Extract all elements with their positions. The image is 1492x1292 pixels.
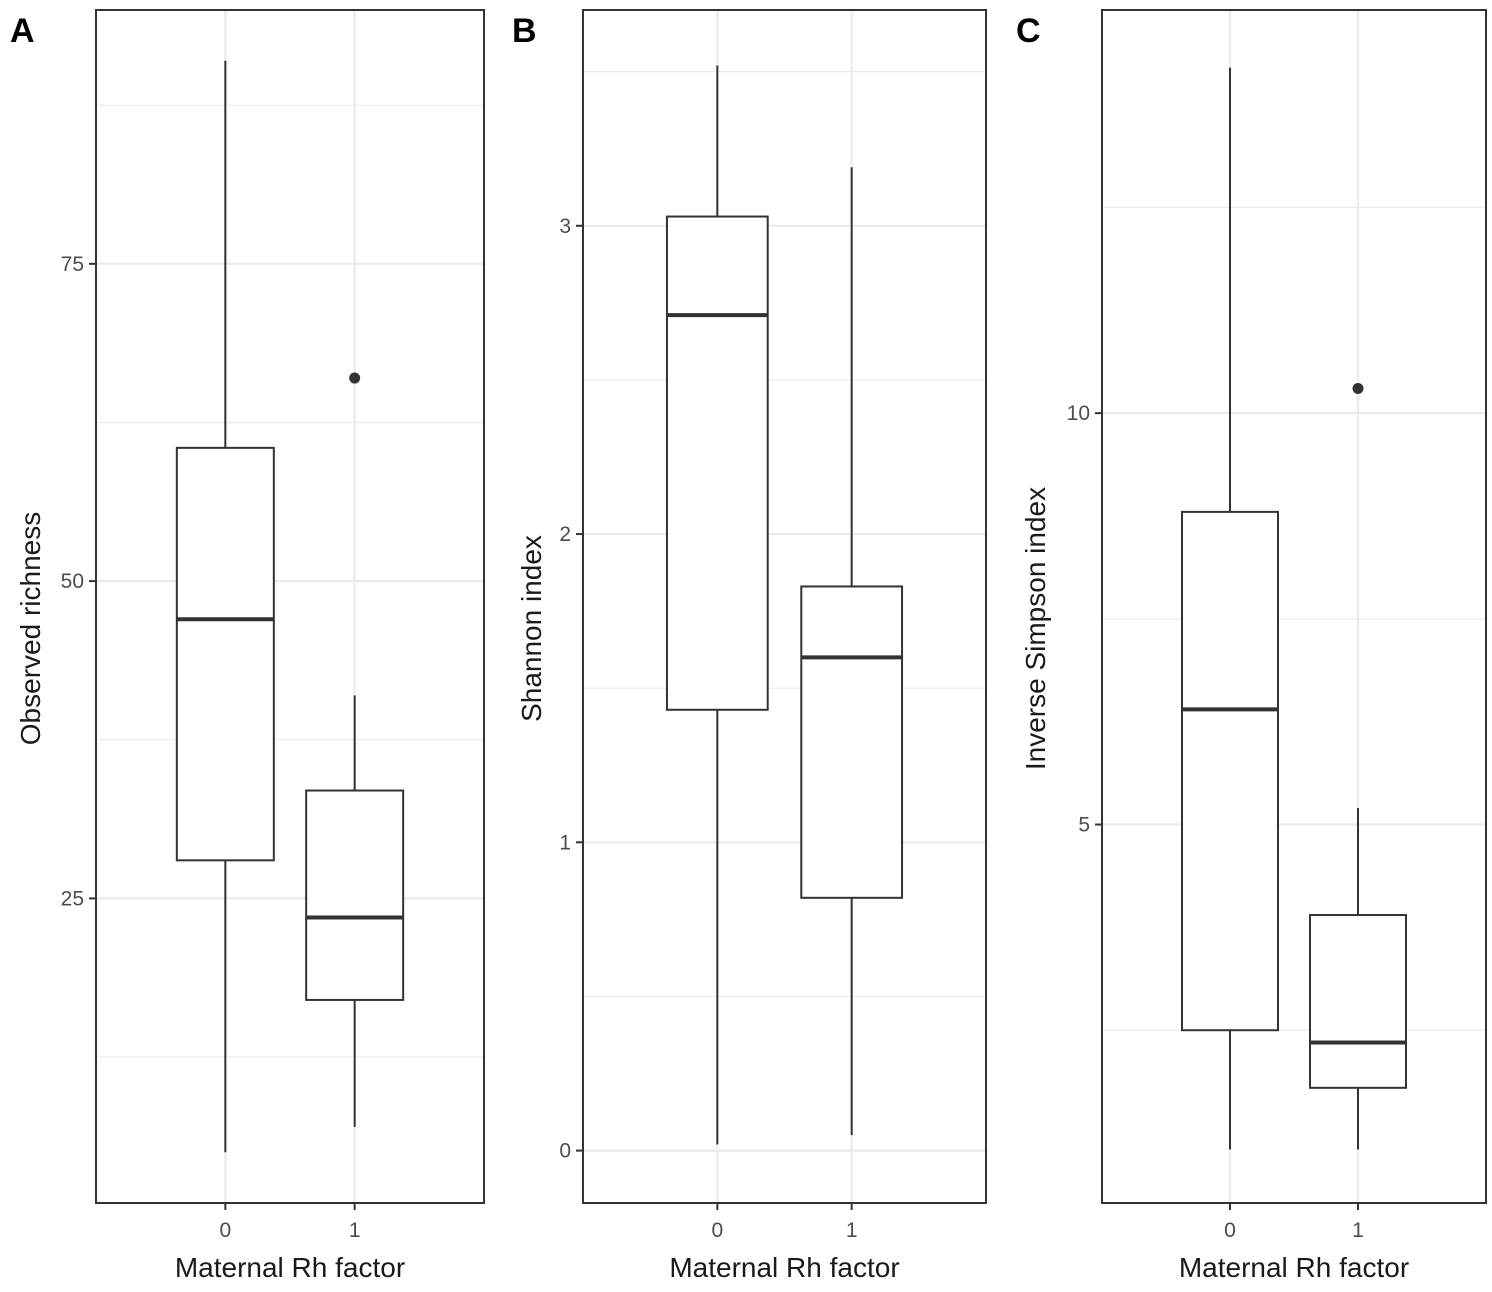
panel-a-plot-background (96, 10, 484, 1203)
panel-a-y-tick-label: 75 (61, 253, 84, 276)
panel-b-x-tick-label: 1 (846, 1219, 858, 1242)
panel-c-iqr-box (1181, 510, 1279, 1032)
panel-b-iqr-box (800, 585, 904, 899)
panel-b-x-tick-label: 0 (711, 1219, 723, 1242)
panel-a-iqr-box (175, 446, 275, 862)
panel-c-plot-background (1102, 10, 1486, 1203)
panel-c-box-0 (1181, 67, 1279, 1150)
panel-a-y-tick-label: 25 (61, 887, 84, 910)
panel-c-y-tick-label: 10 (1067, 402, 1090, 425)
panel-c-outlier-point (1352, 382, 1364, 394)
panel-a-outlier-point (349, 372, 361, 384)
panel-a-iqr-box (305, 789, 405, 1001)
panel-b-box-1 (800, 167, 904, 1136)
panel-a-panel-border (95, 9, 485, 1204)
panel-a: 25 50 75 0 1 Maternal Rh factor Observed richn… (10, 9, 485, 1283)
panel-c-x-axis-title: Maternal Rh factor (1179, 1252, 1409, 1283)
panel-b-x-axis-title: Maternal Rh factor (669, 1252, 899, 1283)
panel-c-box-1 (1309, 382, 1407, 1150)
panel-b-iqr-box (665, 215, 769, 711)
panel-a-y-axis-title: Observed richness (15, 512, 46, 745)
panel-b-y-tick-label: 1 (559, 831, 571, 854)
panel-c-iqr-box (1309, 914, 1407, 1089)
panel-b-box-0 (665, 65, 769, 1145)
panel-a-y-tick-label: 50 (61, 570, 84, 593)
panel-b-y-axis-title: Shannon index (516, 535, 547, 722)
panel-b: 0 1 2 3 0 1 Maternal Rh factor Shannon index B (512, 9, 987, 1283)
panel-c-panel-border (1101, 9, 1487, 1204)
panel-a-box-1 (305, 372, 405, 1127)
panel-b-y-tick-label: 0 (559, 1140, 571, 1163)
panel-b-y-tick-label: 3 (559, 215, 571, 238)
panel-c-y-axis-title: Inverse Simpson index (1020, 487, 1051, 770)
panel-c-y-tick-label: 5 (1078, 814, 1090, 837)
panel-a-x-axis-title: Maternal Rh factor (175, 1252, 405, 1283)
panel-a-label: A (10, 12, 35, 50)
panel-b-label: B (512, 12, 537, 50)
panel-c-x-tick-label: 1 (1352, 1219, 1364, 1242)
panel-b-plot-background (583, 10, 986, 1203)
panel-b-y-tick-label: 2 (559, 523, 571, 546)
panel-a-x-tick-label: 1 (349, 1219, 361, 1242)
panel-b-panel-border (582, 9, 987, 1204)
panel-c-label: C (1016, 12, 1041, 50)
panel-c: 5 10 0 1 Maternal Rh factor Inverse Simpson i… (1016, 9, 1487, 1283)
panel-c-x-tick-label: 0 (1224, 1219, 1236, 1242)
panel-a-box-0 (175, 60, 275, 1153)
panel-a-x-tick-label: 0 (219, 1219, 231, 1242)
